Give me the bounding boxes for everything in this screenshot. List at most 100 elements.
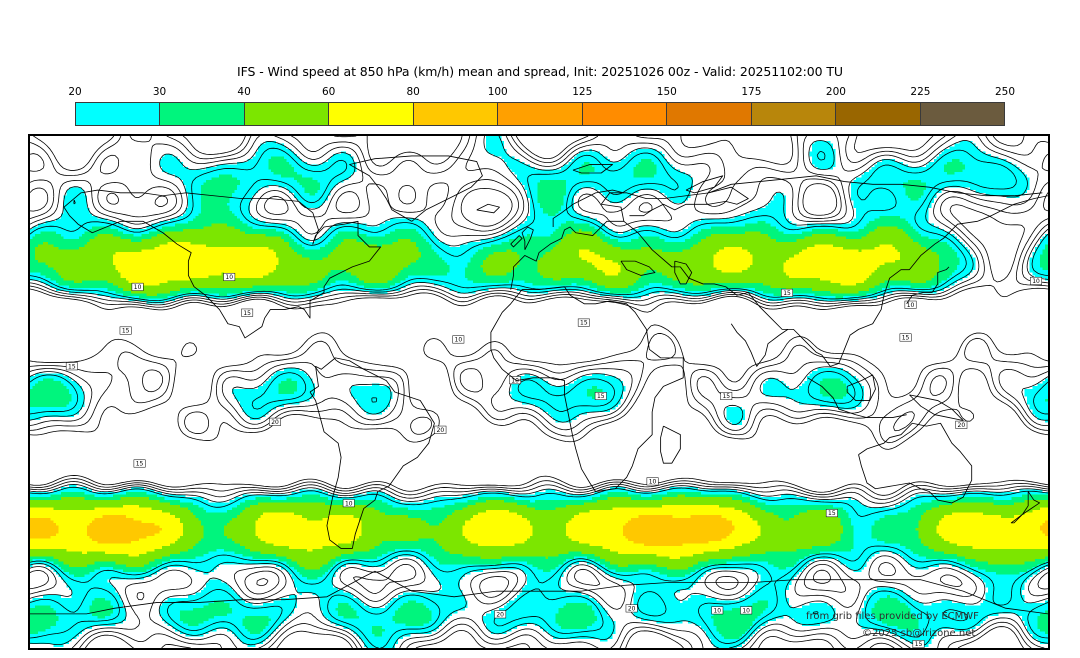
coastline (510, 235, 523, 248)
colorbar-swatch-100-125 (498, 103, 583, 125)
svg-text:15: 15 (136, 461, 144, 468)
contour-label: 10 (711, 606, 724, 614)
colorbar-swatch-150-175 (667, 103, 752, 125)
fill-band (30, 515, 1048, 547)
contour-label: 15 (825, 509, 838, 517)
contour-line-5 (30, 136, 1048, 648)
svg-text:15: 15 (828, 510, 836, 517)
svg-text:20: 20 (271, 419, 279, 426)
coastline (858, 422, 973, 504)
map-frame: 10 10 10 15 15 10 15 10 15 15 15 15 20 20 15 10 20 15 10 10… (28, 134, 1050, 650)
contour-label: 15 (65, 362, 78, 370)
colorbar-tick-60: 60 (321, 86, 336, 98)
colorbar-tick-250: 250 (994, 86, 1016, 98)
coastline (708, 175, 1043, 197)
svg-text:20: 20 (496, 611, 504, 618)
svg-text:10: 10 (511, 377, 519, 384)
coastline (660, 425, 681, 464)
contour-label: 15 (241, 308, 254, 317)
contour-label: 15 (912, 640, 925, 648)
contour-label: 15 (781, 288, 793, 297)
colorbar-tick-125: 125 (572, 86, 593, 98)
colorbar-tick-20: 20 (68, 86, 82, 98)
svg-text:10: 10 (1032, 278, 1040, 285)
svg-text:15: 15 (122, 328, 130, 335)
coastline (510, 186, 749, 290)
coastline (807, 377, 907, 419)
colorbar-tick-225: 225 (910, 86, 931, 98)
contour-label: 15 (577, 318, 590, 327)
coastline (1010, 491, 1040, 524)
svg-text:10: 10 (134, 284, 142, 291)
svg-text:10: 10 (907, 302, 915, 309)
svg-text:10: 10 (714, 607, 722, 614)
colorbar: 20 30 40 60 80 100 125 150 175 200 225 250 (68, 86, 1015, 126)
contour-line-20 (30, 136, 1048, 648)
fill-band (30, 136, 1048, 648)
coastline (730, 323, 789, 367)
coastline (521, 226, 534, 250)
svg-text:20: 20 (958, 422, 966, 429)
contour-label: 10 (223, 272, 236, 281)
contour-label: 10 (1030, 276, 1042, 285)
page-title: IFS - Wind speed at 850 hPa (km/h) mean … (237, 64, 843, 79)
svg-text:10: 10 (649, 478, 657, 485)
coastline (476, 203, 500, 214)
coastline (906, 266, 950, 305)
svg-text:15: 15 (722, 393, 730, 400)
contour-line-10 (30, 136, 1048, 648)
contour-label: 15 (720, 392, 733, 400)
colorbar-tick-100: 100 (487, 86, 508, 98)
coastline (674, 260, 693, 285)
colorbar-swatches (75, 102, 1005, 126)
contour-label: 20 (434, 425, 447, 434)
svg-text:15: 15 (597, 393, 605, 400)
contour-label: 10 (740, 606, 753, 614)
colorbar-swatch-60-80 (329, 103, 414, 125)
svg-text:15: 15 (783, 290, 791, 297)
coastline (572, 164, 613, 174)
colorbar-tick-150: 150 (656, 86, 677, 98)
coastline (620, 260, 656, 276)
colorbar-swatch-175-200 (751, 103, 837, 125)
svg-text:10: 10 (345, 500, 353, 507)
contour-label: 10 (131, 282, 144, 291)
coastline (909, 394, 964, 421)
contour-label: 10 (646, 477, 659, 485)
colorbar-tick-175: 175 (741, 86, 762, 98)
contour-label: 20 (494, 610, 507, 618)
contour-line-15 (30, 136, 1048, 648)
colorbar-swatch-40-60 (244, 103, 330, 125)
coastline (846, 374, 876, 401)
colorbar-tick-200: 200 (825, 86, 846, 98)
svg-text:20: 20 (437, 427, 445, 434)
colorbar-swatch-200-225 (836, 103, 921, 125)
svg-text:15: 15 (68, 363, 76, 370)
contour-label: 15 (133, 459, 146, 468)
coastline (63, 189, 382, 339)
colorbar-tick-40: 40 (237, 86, 251, 98)
contour-label: 10 (904, 300, 917, 309)
svg-text:10: 10 (742, 607, 750, 614)
colorbar-swatch-20-30 (76, 103, 161, 125)
colorbar-tick-labels: 20 30 40 60 80 100 125 150 175 200 225 250 (68, 86, 1015, 102)
svg-text:20: 20 (628, 606, 636, 613)
coastline (685, 175, 724, 194)
svg-text:15: 15 (243, 310, 251, 317)
svg-text:10: 10 (225, 274, 233, 281)
colorbar-swatch-80-100 (413, 103, 499, 125)
svg-text:10: 10 (455, 337, 463, 344)
contour-label: 15 (119, 326, 132, 335)
contour-label: 20 (955, 420, 968, 429)
coastline (30, 570, 1048, 615)
colorbar-tick-30: 30 (152, 86, 167, 98)
coastline (552, 189, 624, 227)
contour-label: 20 (269, 417, 281, 426)
contour-line-25 (30, 147, 1048, 648)
svg-text:15: 15 (902, 335, 910, 342)
contour-label: 10 (452, 335, 465, 344)
contour-label: 20 (625, 604, 638, 613)
coastline (349, 155, 483, 222)
wind-speed-map: 10 10 10 15 15 10 15 10 15 15 15 15 20 20 15 10 20 15 10 10… (30, 136, 1048, 648)
colorbar-swatch-30-40 (160, 103, 245, 125)
